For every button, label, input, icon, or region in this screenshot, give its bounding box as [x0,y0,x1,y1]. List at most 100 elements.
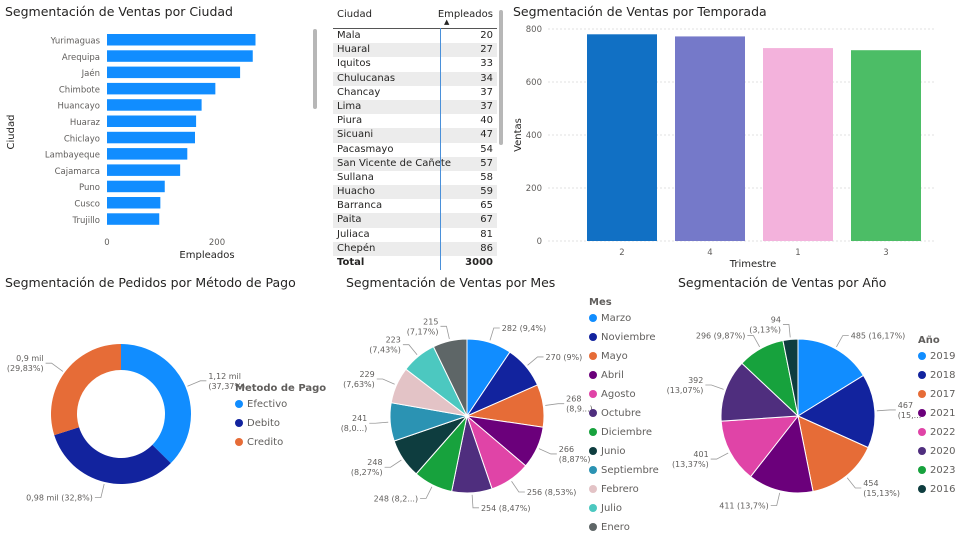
table-row[interactable]: Chulucanas 34 [333,71,497,86]
temporada-x-tick: 3 [883,248,888,258]
ciudad-scrollbar[interactable] [313,29,317,109]
table-row[interactable]: Huacho 59 [333,185,497,200]
anio-legend-item[interactable]: 2016 [918,484,955,495]
mes-legend-item[interactable]: Enero [589,522,630,533]
temporada-bar[interactable] [851,50,921,242]
mes-legend-item[interactable]: Julio [589,503,622,514]
table-cell-ciudad: Piura [337,115,363,127]
table-row[interactable]: Sullana 58 [333,171,497,185]
anio-legend-item[interactable]: 2022 [918,427,955,438]
anio-legend-item[interactable]: 2023 [918,465,955,476]
table-row[interactable]: Sicuani 47 [333,128,497,143]
anio-slice[interactable] [797,415,869,493]
mes-data-label: 248 [367,458,382,467]
ciudad-bar[interactable] [107,115,197,128]
mes-legend-label: Enero [601,522,630,533]
mes-legend-item[interactable]: Junio [589,446,626,457]
table-cell-ciudad: Sullana [337,171,374,183]
table-row[interactable]: Piura 40 [333,114,497,128]
mes-legend-item[interactable]: Abril [589,370,624,381]
mes-legend-marker [589,447,597,455]
mes-legend-marker [589,314,597,322]
ciudad-bar[interactable] [107,34,256,46]
ciudad-bar[interactable] [107,180,165,193]
anio-legend-item[interactable]: 2021 [918,408,955,419]
pago-leader-line [187,380,207,387]
table-scrollbar[interactable] [499,10,503,145]
pago-slice[interactable] [50,344,121,436]
mes-legend-item[interactable]: Diciembre [589,427,652,438]
ciudad-bar[interactable] [107,197,161,209]
temporada-y-tick: 400 [526,131,542,141]
table-cell-ciudad: Pacasmayo [337,143,394,155]
ciudad-bar[interactable] [107,50,253,62]
ciudad-bar[interactable] [107,99,202,111]
table-row[interactable]: San Vicente de Cañete 57 [333,156,497,171]
ciudad-category-label: Yurimaguas [50,37,101,47]
ciudad-bar[interactable] [107,66,241,79]
pago-legend-item[interactable]: Debito [235,418,280,429]
mes-chart-title: Segmentación de Ventas por Mes [346,275,556,290]
table-row[interactable]: Paita 67 [333,213,497,228]
pago-slice[interactable] [121,344,191,464]
pago-legend-item[interactable]: Efectivo [235,399,287,410]
temporada-bar[interactable] [675,36,745,241]
ciudad-bar[interactable] [107,213,160,225]
anio-slice[interactable] [796,374,876,449]
pago-slice[interactable] [54,427,171,484]
ciudad-bar[interactable] [107,164,181,176]
table-row[interactable]: Chepén 86 [333,241,497,256]
mes-leader-line [420,486,433,499]
temporada-bar[interactable] [763,48,833,241]
temporada-bar[interactable] [587,34,657,241]
ciudad-bar[interactable] [107,131,195,144]
anio-slice[interactable] [782,338,799,417]
anio-slice[interactable] [749,414,814,494]
anio-legend-marker [918,428,926,436]
table-cell-ciudad: Mala [337,30,361,41]
mes-legend-item[interactable]: Octubre [589,408,641,419]
ciudad-category-label: Jaén [81,68,100,79]
table-row[interactable]: Pacasmayo 54 [333,143,497,157]
anio-slice[interactable] [720,415,800,478]
table-row[interactable]: Juliaca 81 [333,228,497,242]
mes-legend-item[interactable]: Febrero [589,484,639,495]
mes-legend-label: Octubre [601,408,642,419]
table-header[interactable]: Ciudad Empleados ▲ [333,8,497,29]
sort-up-icon[interactable]: ▲ [444,18,450,26]
mes-legend-item[interactable]: Agosto [589,389,636,400]
anio-data-label: (13,37%) [672,460,709,469]
table-row[interactable]: Chancay 37 [333,86,497,100]
mes-leader-line [527,356,544,366]
table-header-empleados[interactable]: Empleados [437,9,493,20]
ciudad-bar[interactable] [107,82,216,95]
mes-legend-item[interactable]: Mayo [589,351,628,362]
mes-legend-item[interactable]: Noviembre [589,332,656,343]
mes-legend-item[interactable]: Marzo [589,313,631,324]
pago-legend-marker [235,419,243,427]
mes-leader-line [471,494,479,509]
anio-legend-item[interactable]: 2019 [918,351,955,362]
ciudad-bar[interactable] [107,148,188,160]
mes-legend-item[interactable]: Septiembre [589,465,659,476]
pago-legend-item[interactable]: Credito [235,437,283,448]
anio-legend-item[interactable]: 2018 [918,370,955,381]
table-row[interactable]: Barranca 65 [333,199,497,213]
anio-slice[interactable] [797,338,865,417]
table-row[interactable]: Mala 20 [333,29,497,43]
anio-slice[interactable] [720,362,800,422]
anio-legend-item[interactable]: 2020 [918,446,955,457]
table-header-ciudad[interactable]: Ciudad [337,9,372,20]
anio-legend-item[interactable]: 2017 [918,389,955,400]
mes-data-label: (8,0...) [341,424,368,433]
mes-slice[interactable] [432,338,468,417]
table-row[interactable]: Iquitos 33 [333,57,497,71]
table-row[interactable]: Huaral 27 [333,43,497,58]
temporada-y-axis-title: Ventas [513,118,524,152]
table-row[interactable]: Lima 37 [333,99,497,115]
